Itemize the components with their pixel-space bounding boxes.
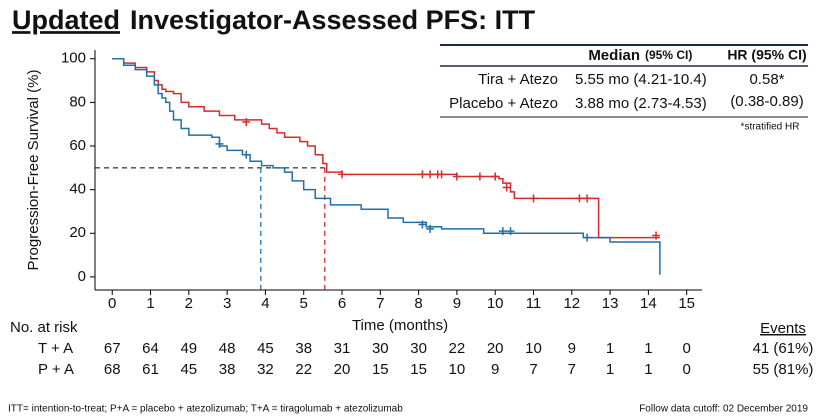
events: 55 (81%) bbox=[753, 361, 814, 378]
censor-mark bbox=[502, 183, 511, 192]
x-axis-label: Time (months) bbox=[352, 317, 448, 334]
cutoff: Follow data cutoff: 02 December 2019 bbox=[639, 404, 808, 415]
median-text: 5.55 mo (4.21-10.4) bbox=[575, 71, 707, 88]
risk-count: 1 bbox=[644, 361, 652, 378]
risk-count: 0 bbox=[683, 361, 691, 378]
risk-count: 10 bbox=[525, 340, 542, 357]
risk-label: T + A bbox=[38, 340, 73, 357]
y-tick-label: 100 bbox=[61, 50, 86, 67]
risk-count: 7 bbox=[568, 361, 576, 378]
x-tick-label: 10 bbox=[487, 295, 504, 312]
footnote: ITT= intention-to-treat; P+A = placebo +… bbox=[8, 404, 403, 415]
risk-count: 9 bbox=[491, 361, 499, 378]
legend-label: Placebo + Atezo bbox=[449, 95, 558, 112]
chart-title: Investigator-Assessed PFS: ITT bbox=[130, 5, 536, 35]
risk-count: 1 bbox=[606, 361, 614, 378]
risk-count: 61 bbox=[142, 361, 159, 378]
censor-mark bbox=[491, 172, 500, 181]
risk-count: 20 bbox=[334, 361, 351, 378]
x-tick-label: 9 bbox=[453, 295, 461, 312]
censor-mark bbox=[583, 233, 592, 242]
x-tick-label: 1 bbox=[146, 295, 154, 312]
risk-count: 45 bbox=[180, 361, 197, 378]
y-tick-label: 80 bbox=[69, 93, 86, 110]
table-header: Median bbox=[588, 47, 640, 64]
risk-count: 22 bbox=[295, 361, 312, 378]
x-tick-label: 4 bbox=[261, 295, 269, 312]
risk-count: 68 bbox=[104, 361, 121, 378]
censor-mark bbox=[418, 170, 427, 179]
y-tick-label: 20 bbox=[69, 224, 86, 241]
risk-count: 45 bbox=[257, 340, 274, 357]
censor-mark bbox=[575, 194, 584, 203]
y-tick-label: 0 bbox=[78, 268, 86, 285]
x-tick-label: 2 bbox=[185, 295, 193, 312]
censor-mark bbox=[498, 227, 507, 236]
x-tick-label: 15 bbox=[678, 295, 695, 312]
y-tick-label: 60 bbox=[69, 137, 86, 154]
risk-count: 15 bbox=[410, 361, 427, 378]
x-tick-label: 8 bbox=[414, 295, 422, 312]
events-title: Events bbox=[760, 320, 806, 337]
censor-mark bbox=[418, 220, 427, 229]
censor-mark bbox=[242, 150, 251, 159]
risk-count: 1 bbox=[644, 340, 652, 357]
censor-mark bbox=[529, 194, 538, 203]
events: 41 (61%) bbox=[753, 340, 814, 357]
censor-mark bbox=[426, 170, 435, 179]
table-header: HR (95% CI) bbox=[727, 47, 806, 63]
median-text: 3.88 mo (2.73-4.53) bbox=[575, 95, 707, 112]
censor-mark bbox=[583, 194, 592, 203]
risk-count: 38 bbox=[295, 340, 312, 357]
x-tick-label: 6 bbox=[338, 295, 346, 312]
risk-count: 49 bbox=[180, 340, 197, 357]
x-tick-label: 12 bbox=[563, 295, 580, 312]
x-tick-label: 0 bbox=[108, 295, 116, 312]
risk-count: 22 bbox=[449, 340, 466, 357]
risk-label: P + A bbox=[38, 361, 74, 378]
hr-ci: (0.38-0.89) bbox=[730, 93, 803, 110]
risk-count: 67 bbox=[104, 340, 121, 357]
x-tick-label: 5 bbox=[300, 295, 308, 312]
censor-mark bbox=[506, 227, 515, 236]
censor-mark bbox=[215, 139, 224, 148]
x-tick-label: 11 bbox=[526, 295, 542, 312]
risk-count: 9 bbox=[568, 340, 576, 357]
y-axis-label: Progression-Free Survival (%) bbox=[25, 70, 42, 271]
risk-count: 32 bbox=[257, 361, 274, 378]
legend-label: Tira + Atezo bbox=[478, 71, 558, 88]
summary-table bbox=[440, 45, 808, 117]
censor-mark bbox=[652, 231, 661, 240]
x-tick-label: 7 bbox=[376, 295, 384, 312]
risk-count: 64 bbox=[142, 340, 159, 357]
risk-title: No. at risk bbox=[10, 319, 78, 336]
table-header: (95% CI) bbox=[645, 48, 692, 62]
censor-mark bbox=[452, 172, 461, 181]
x-tick-label: 3 bbox=[223, 295, 231, 312]
hr-value: 0.58* bbox=[749, 71, 784, 88]
risk-count: 7 bbox=[529, 361, 537, 378]
risk-count: 15 bbox=[372, 361, 389, 378]
risk-count: 1 bbox=[606, 340, 614, 357]
risk-count: 20 bbox=[487, 340, 504, 357]
title-emphasis: Updated bbox=[12, 5, 120, 35]
hr-note: *stratified HR bbox=[741, 122, 800, 133]
censor-mark bbox=[426, 224, 435, 233]
x-tick-label: 14 bbox=[640, 295, 657, 312]
risk-count: 31 bbox=[334, 340, 351, 357]
risk-count: 10 bbox=[449, 361, 466, 378]
risk-count: 48 bbox=[219, 340, 236, 357]
censor-mark bbox=[338, 170, 347, 179]
y-tick-label: 40 bbox=[69, 181, 86, 198]
censor-mark bbox=[475, 172, 484, 181]
censor-mark bbox=[242, 118, 251, 126]
x-tick-label: 13 bbox=[602, 295, 619, 312]
risk-count: 30 bbox=[410, 340, 427, 357]
risk-count: 30 bbox=[372, 340, 389, 357]
censor-mark bbox=[437, 170, 446, 179]
risk-count: 38 bbox=[219, 361, 236, 378]
risk-count: 0 bbox=[683, 340, 691, 357]
